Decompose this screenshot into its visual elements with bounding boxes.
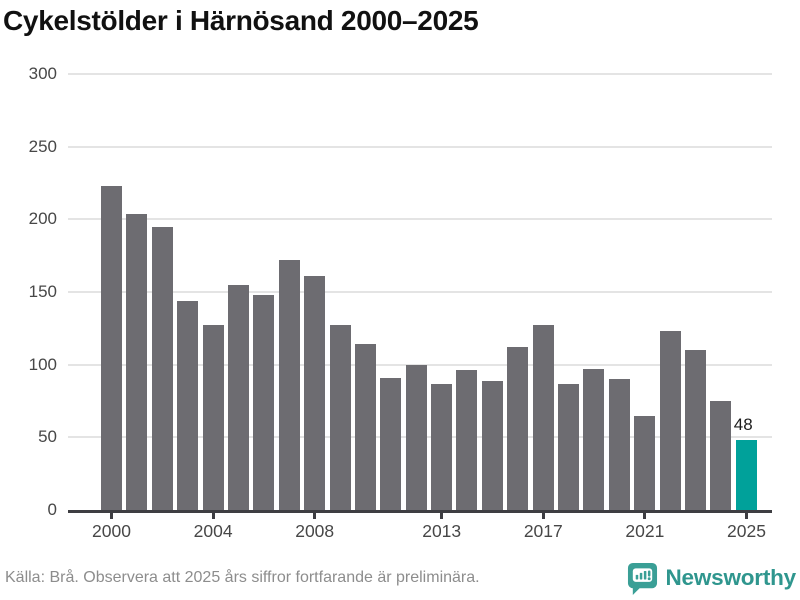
source-note: Källa: Brå. Observera att 2025 års siffr… <box>5 569 480 586</box>
x-axis-label-2004: 2004 <box>193 521 233 541</box>
bar-2010 <box>354 344 376 510</box>
bar-2003 <box>177 300 199 510</box>
bar-2004 <box>202 325 224 510</box>
newsworthy-logo: Newsworthy <box>627 562 796 595</box>
bar-2014 <box>456 370 478 510</box>
bar-2023 <box>684 350 706 510</box>
x-axis-label-2025: 2025 <box>727 521 766 541</box>
x-axis-label-2008: 2008 <box>295 521 335 541</box>
bar-2000 <box>101 185 122 510</box>
gridline-200 <box>68 218 772 221</box>
x-axis-line <box>68 510 772 513</box>
bar-2007 <box>278 260 300 510</box>
bar-2016 <box>507 347 529 510</box>
y-axis: 0 50 100 150 200 250 300 <box>0 64 57 519</box>
bar-2005 <box>227 284 249 510</box>
bar-2012 <box>405 364 427 510</box>
y-axis-label-300: 300 <box>28 64 57 83</box>
x-axis-label-2000: 2000 <box>92 521 131 541</box>
x-axis-tick-2017 <box>541 513 545 519</box>
x-axis-label-2013: 2013 <box>422 521 462 541</box>
x-axis-label-2021: 2021 <box>625 521 665 541</box>
bar-2018 <box>558 383 580 510</box>
bar-2024 <box>710 401 732 510</box>
x-axis-tick-2021 <box>643 513 647 519</box>
brand-name: Newsworthy <box>665 565 796 590</box>
x-axis-tick-2000 <box>110 513 113 519</box>
y-axis-label-150: 150 <box>28 282 57 301</box>
bar-2001 <box>126 213 148 510</box>
newsworthy-logo-icon <box>628 562 658 595</box>
bar-2017 <box>532 325 554 510</box>
x-axis-tick-2013 <box>440 513 444 519</box>
x-axis-label-2017: 2017 <box>523 521 563 541</box>
y-axis-label-100: 100 <box>28 354 57 374</box>
gridline-300 <box>68 73 772 75</box>
bar-2006 <box>253 294 275 510</box>
bar-series: 48 <box>101 74 757 513</box>
bar-2013 <box>431 383 453 510</box>
bar-2021 <box>634 415 656 510</box>
gridline-250 <box>68 145 772 148</box>
bar-value-label: 48 <box>733 415 753 435</box>
bar-2015 <box>481 380 503 510</box>
bar-2011 <box>380 377 402 510</box>
bar-2008 <box>304 276 326 510</box>
bar-2020 <box>608 379 630 510</box>
y-axis-label-0: 0 <box>47 500 57 519</box>
bar-2025: 48 <box>734 415 757 513</box>
bar-2009 <box>329 325 351 510</box>
plot-area: 48 2000 2004 2008 2013 2017 2021 2025 <box>68 73 772 541</box>
x-axis-tick-2004 <box>211 513 215 519</box>
x-axis-tick-2008 <box>313 513 317 519</box>
gridline-150 <box>68 291 772 293</box>
y-axis-label-50: 50 <box>38 427 57 447</box>
y-axis-label-250: 250 <box>28 136 57 156</box>
x-axis-tick-2025 <box>745 513 748 519</box>
y-axis-label-200: 200 <box>28 209 57 229</box>
bar-2019 <box>583 369 605 510</box>
footer: Källa: Brå. Observera att 2025 års siffr… <box>5 559 796 597</box>
bar-2002 <box>151 226 173 510</box>
chart-title: Cykelstölder i Härnösand 2000–2025 <box>3 5 479 36</box>
bar-2022 <box>659 331 681 510</box>
